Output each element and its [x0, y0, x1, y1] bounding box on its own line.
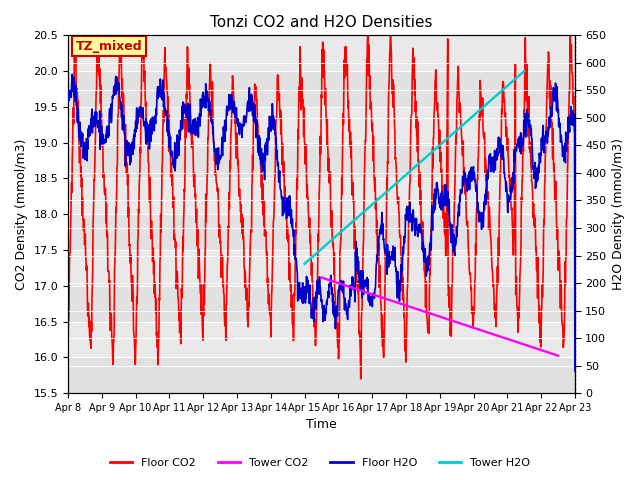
Y-axis label: CO2 Density (mmol/m3): CO2 Density (mmol/m3)	[15, 139, 28, 290]
Bar	[68, 143, 575, 179]
Y-axis label: H2O Density (mmol/m3): H2O Density (mmol/m3)	[612, 138, 625, 290]
Legend: Floor CO2, Tower CO2, Floor H2O, Tower H2O: Floor CO2, Tower CO2, Floor H2O, Tower H…	[105, 453, 535, 472]
Text: TZ_mixed: TZ_mixed	[76, 40, 142, 53]
Bar	[68, 322, 575, 357]
Bar	[68, 179, 575, 214]
Bar	[68, 286, 575, 322]
Bar	[68, 250, 575, 286]
Bar	[68, 357, 575, 393]
Title: Tonzi CO2 and H2O Densities: Tonzi CO2 and H2O Densities	[210, 15, 433, 30]
Bar	[68, 71, 575, 107]
Bar	[68, 107, 575, 143]
Bar	[68, 214, 575, 250]
X-axis label: Time: Time	[306, 419, 337, 432]
Bar	[68, 36, 575, 71]
